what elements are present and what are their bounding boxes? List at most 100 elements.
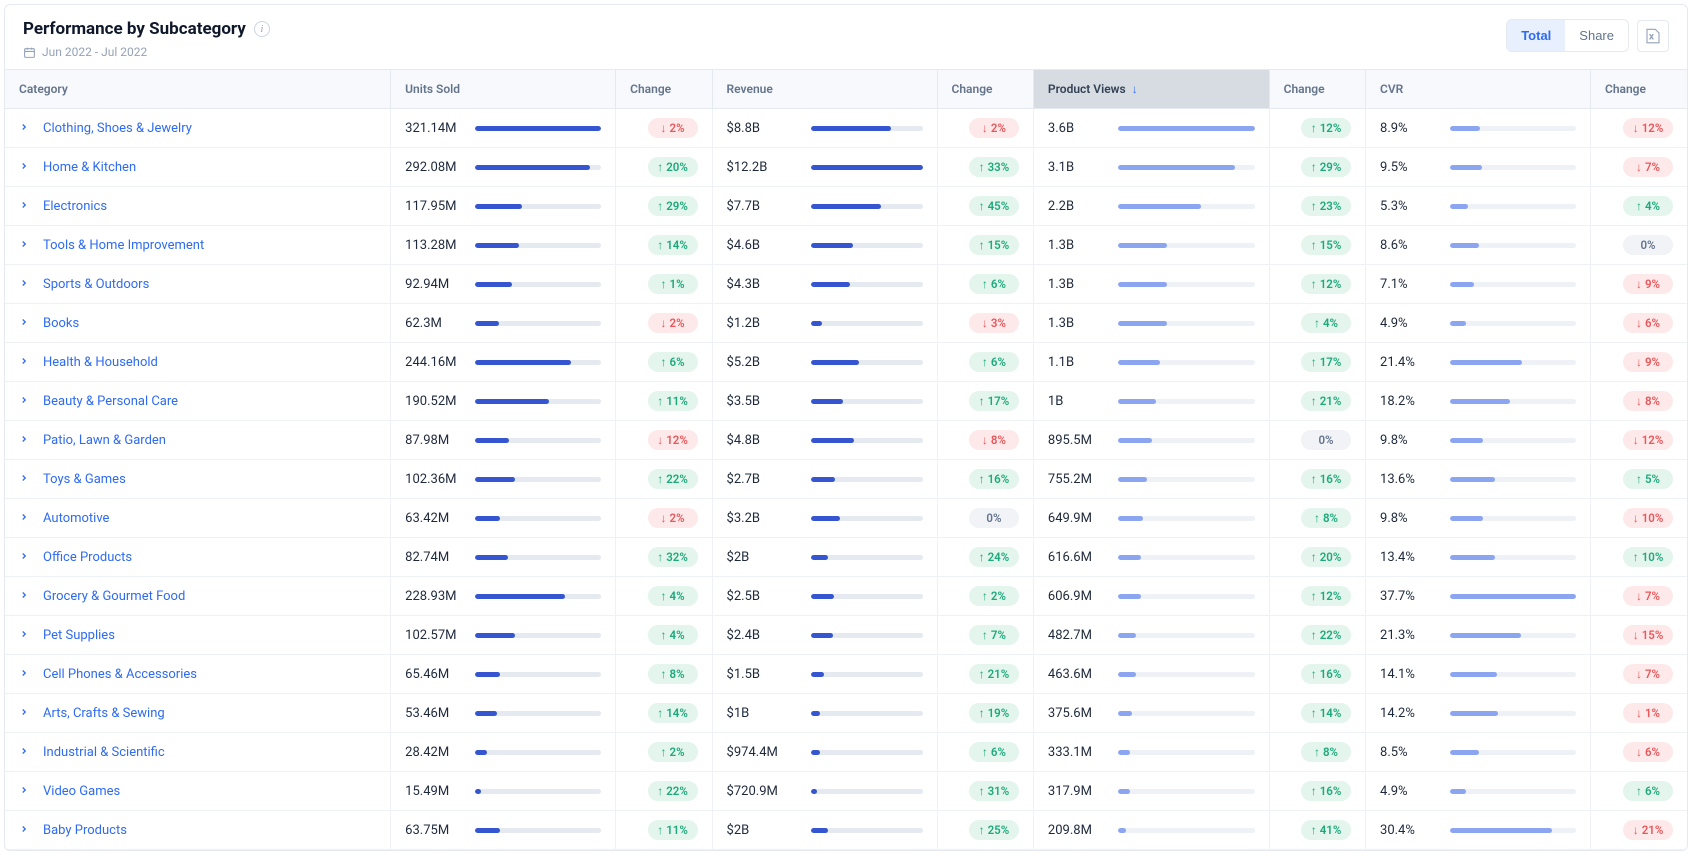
chevron-right-icon[interactable]	[19, 121, 29, 136]
chevron-right-icon[interactable]	[19, 472, 29, 487]
info-icon[interactable]: i	[254, 21, 270, 37]
chevron-right-icon[interactable]	[19, 394, 29, 409]
col-product-views[interactable]: Product Views↓	[1033, 70, 1269, 109]
category-link[interactable]: Books	[43, 316, 79, 331]
category-link[interactable]: Patio, Lawn & Garden	[43, 433, 166, 448]
chevron-right-icon[interactable]	[19, 628, 29, 643]
chevron-right-icon[interactable]	[19, 589, 29, 604]
metric-bar-fill	[475, 282, 512, 287]
metric-bar-fill	[475, 438, 509, 443]
metric-value: 895.5M	[1048, 433, 1106, 448]
export-excel-button[interactable]	[1637, 20, 1669, 52]
change-value: 6%	[1645, 745, 1660, 759]
category-link[interactable]: Tools & Home Improvement	[43, 238, 204, 253]
change-value: 8%	[1323, 745, 1338, 759]
change-cell: ↑6%	[937, 265, 1033, 304]
metric-value: 102.57M	[405, 628, 463, 643]
arrow-icon: ↑	[1311, 356, 1317, 368]
chevron-right-icon[interactable]	[19, 238, 29, 253]
col-category[interactable]: Category	[5, 70, 391, 109]
change-cell: ↑8%	[1269, 499, 1365, 538]
chevron-right-icon[interactable]	[19, 277, 29, 292]
change-value: 25%	[988, 823, 1010, 837]
metric-bar	[1450, 165, 1576, 170]
change-cell: ↓9%	[1590, 265, 1687, 304]
col-cvr[interactable]: CVR	[1366, 70, 1591, 109]
category-link[interactable]: Beauty & Personal Care	[43, 394, 178, 409]
chevron-right-icon[interactable]	[19, 745, 29, 760]
metric-value: 9.8%	[1380, 433, 1438, 448]
category-link[interactable]: Baby Products	[43, 823, 127, 838]
category-cell: Industrial & Scientific	[19, 745, 376, 760]
change-pill: ↑33%	[969, 157, 1019, 177]
col-cvr-change[interactable]: Change	[1590, 70, 1687, 109]
col-revenue[interactable]: Revenue	[712, 70, 937, 109]
metric-bar	[1450, 243, 1576, 248]
category-link[interactable]: Sports & Outdoors	[43, 277, 149, 292]
metric-value: 190.52M	[405, 394, 463, 409]
category-link[interactable]: Industrial & Scientific	[43, 745, 165, 760]
change-value: 41%	[1320, 823, 1342, 837]
change-value: 2%	[991, 589, 1006, 603]
metric-bar	[1118, 126, 1255, 131]
metric-value: 9.5%	[1380, 160, 1438, 175]
date-row[interactable]: Jun 2022 - Jul 2022	[23, 45, 270, 59]
chevron-right-icon[interactable]	[19, 823, 29, 838]
total-button[interactable]: Total	[1507, 20, 1565, 51]
metric-bar	[475, 633, 601, 638]
col-units-sold[interactable]: Units Sold	[391, 70, 616, 109]
metric-value: $4.6B	[727, 238, 799, 253]
category-link[interactable]: Electronics	[43, 199, 107, 214]
col-revenue-change[interactable]: Change	[937, 70, 1033, 109]
change-pill: ↑8%	[648, 664, 698, 684]
metric-bar-fill	[811, 789, 818, 794]
table-row: Automotive63.42M↓2%$3.2B0%649.9M↑8%9.8%↓…	[5, 499, 1687, 538]
panel-header: Performance by Subcategory i Jun 2022 - …	[5, 5, 1687, 69]
category-link[interactable]: Arts, Crafts & Sewing	[43, 706, 165, 721]
chevron-right-icon[interactable]	[19, 550, 29, 565]
arrow-icon: ↑	[982, 590, 988, 602]
change-cell: ↑16%	[937, 460, 1033, 499]
category-link[interactable]: Grocery & Gourmet Food	[43, 589, 185, 604]
chevron-right-icon[interactable]	[19, 355, 29, 370]
metric-value: 5.3%	[1380, 199, 1438, 214]
col-views-change[interactable]: Change	[1269, 70, 1365, 109]
change-pill: ↓12%	[1623, 118, 1673, 138]
metric-value: $1B	[727, 706, 799, 721]
change-value: 14%	[666, 706, 688, 720]
chevron-right-icon[interactable]	[19, 706, 29, 721]
change-cell: ↑14%	[616, 226, 712, 265]
category-link[interactable]: Home & Kitchen	[43, 160, 136, 175]
change-cell: ↑22%	[616, 460, 712, 499]
category-link[interactable]: Toys & Games	[43, 472, 126, 487]
chevron-right-icon[interactable]	[19, 511, 29, 526]
category-link[interactable]: Health & Household	[43, 355, 158, 370]
chevron-right-icon[interactable]	[19, 667, 29, 682]
arrow-icon: ↑	[657, 161, 663, 173]
metric-cell: 53.46M	[405, 706, 601, 721]
change-value: 22%	[666, 784, 688, 798]
col-units-change[interactable]: Change	[616, 70, 712, 109]
category-link[interactable]: Video Games	[43, 784, 120, 799]
metric-value: 37.7%	[1380, 589, 1438, 604]
category-link[interactable]: Office Products	[43, 550, 132, 565]
category-link[interactable]: Cell Phones & Accessories	[43, 667, 197, 682]
header-actions: Total Share	[1506, 19, 1669, 52]
table-row: Baby Products63.75M↑11%$2B↑25%209.8M↑41%…	[5, 811, 1687, 850]
category-link[interactable]: Automotive	[43, 511, 109, 526]
metric-bar	[811, 633, 923, 638]
arrow-icon: ↓	[1633, 434, 1639, 446]
arrow-icon: ↑	[1636, 200, 1642, 212]
share-button[interactable]: Share	[1565, 20, 1628, 51]
category-link[interactable]: Clothing, Shoes & Jewelry	[43, 121, 192, 136]
chevron-right-icon[interactable]	[19, 199, 29, 214]
change-cell: ↓6%	[1590, 304, 1687, 343]
metric-bar-fill	[1118, 360, 1160, 365]
category-link[interactable]: Pet Supplies	[43, 628, 115, 643]
metric-value: $1.2B	[727, 316, 799, 331]
chevron-right-icon[interactable]	[19, 784, 29, 799]
chevron-right-icon[interactable]	[19, 316, 29, 331]
chevron-right-icon[interactable]	[19, 160, 29, 175]
metric-value: 755.2M	[1048, 472, 1106, 487]
chevron-right-icon[interactable]	[19, 433, 29, 448]
